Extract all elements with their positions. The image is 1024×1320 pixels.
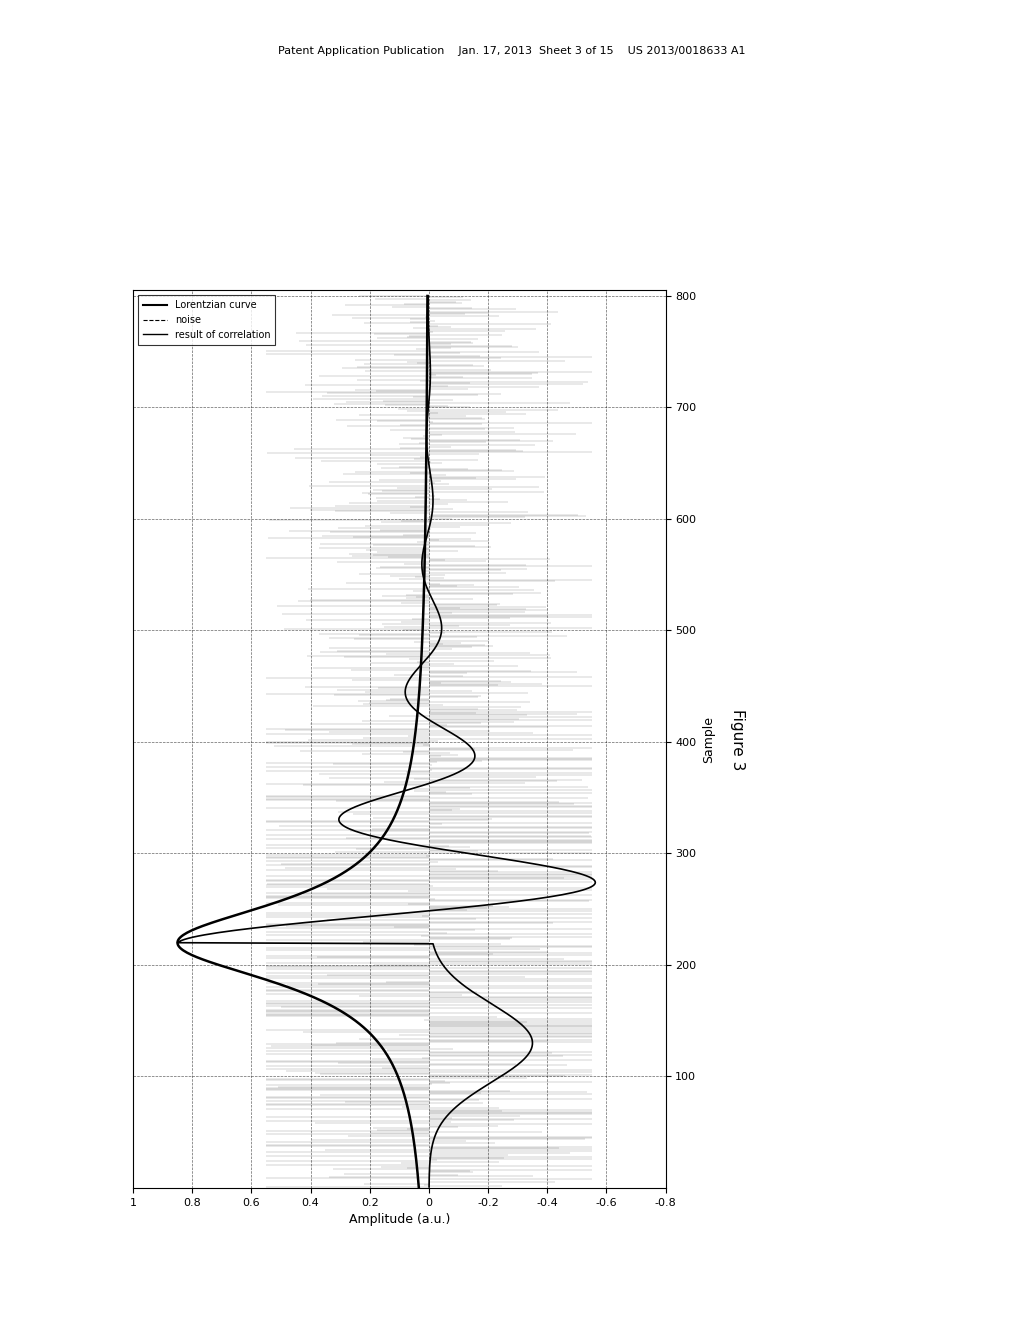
Text: Figure 3: Figure 3 [730, 709, 744, 770]
Line: result of correlation: result of correlation [177, 296, 595, 1187]
result of correlation [434, 611, 446, 627]
Lorentzian curve [420, 503, 432, 519]
Lorentzian curve [417, 611, 429, 627]
Lorentzian curve [416, 638, 428, 653]
result of correlation [422, 288, 434, 304]
Lorentzian curve [407, 1125, 419, 1140]
Lorentzian curve [413, 1179, 425, 1195]
result of correlation [430, 1125, 442, 1140]
Lorentzian curve [421, 412, 433, 428]
X-axis label: Amplitude (a.u.): Amplitude (a.u.) [349, 1213, 450, 1226]
result of correlation [426, 503, 438, 519]
Line: Lorentzian curve: Lorentzian curve [177, 296, 427, 1187]
result of correlation [411, 661, 423, 677]
Lorentzian curve [415, 661, 427, 677]
result of correlation [421, 412, 433, 428]
Y-axis label: Sample: Sample [702, 715, 715, 763]
result of correlation [430, 638, 442, 653]
Lorentzian curve [421, 288, 433, 304]
result of correlation [423, 1179, 435, 1195]
Text: Patent Application Publication    Jan. 17, 2013  Sheet 3 of 15    US 2013/001863: Patent Application Publication Jan. 17, … [279, 46, 745, 57]
Legend: Lorentzian curve, noise, result of correlation: Lorentzian curve, noise, result of corre… [138, 296, 275, 345]
